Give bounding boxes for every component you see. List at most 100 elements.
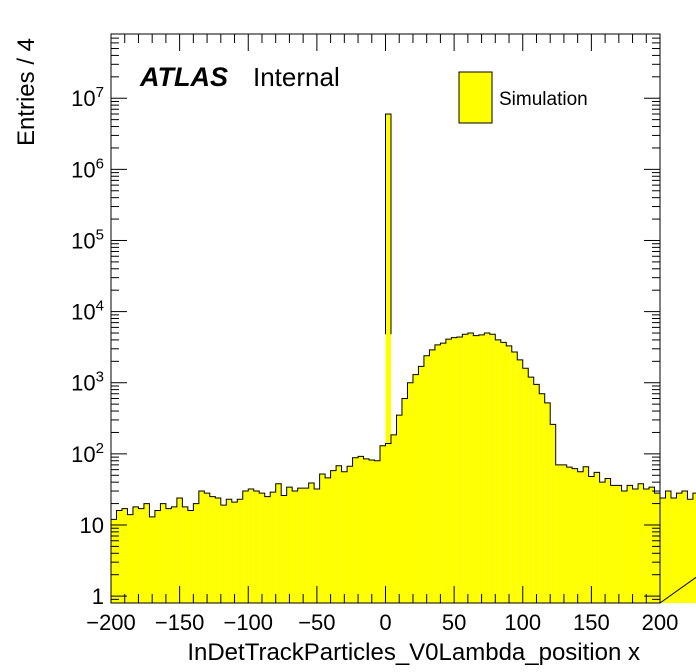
histogram-bar [517,359,523,603]
histogram-bar [193,503,199,603]
histogram-bar [390,434,397,603]
histogram-bar [341,471,348,603]
histogram-bar [660,497,666,603]
histogram-bar [160,503,166,603]
histogram-bar [511,352,518,603]
histogram-bar [539,393,545,603]
histogram-bar [681,491,688,603]
histogram-bar [495,339,501,603]
histogram-bar [566,467,573,603]
atlas-label: ATLAS [139,62,228,92]
histogram-bar [374,460,381,603]
y-tick-labels: 1 10 102 103 104 105 106 107 [71,84,104,609]
histogram-bar [209,496,216,603]
histogram-bar [347,466,353,603]
x-tick-label: 100 [504,610,541,635]
histogram-bar-spike [385,114,391,604]
histogram-bar [577,471,584,603]
histogram-bar [226,499,232,603]
histogram-bar [484,333,490,603]
y-axis-title: Entries / 4 [13,38,40,146]
legend-swatch [458,71,493,124]
x-tick-label: −100 [223,610,273,635]
x-tick-labels: −200 −150 −100 −50 0 50 100 150 200 [86,610,678,635]
histogram-bar [462,334,468,603]
histogram-bar [286,487,293,603]
histogram-bar [319,474,326,603]
histogram-bar [610,485,617,603]
histogram-bar [336,465,342,603]
histogram-spike-outline [385,113,392,335]
histogram-bar [231,502,238,603]
histogram-bar [121,508,128,603]
histogram-bar [198,491,205,603]
histogram-bar [220,505,227,603]
y-tick-label: 1 [92,584,104,609]
histogram-bar [670,497,677,603]
x-tick-label: 50 [442,610,466,635]
histogram-bar [281,495,287,603]
x-tick-label: −200 [86,610,136,635]
histogram-bar [599,482,606,603]
histogram-bar [127,514,133,603]
histogram-bar [165,508,172,603]
histogram-bar [111,519,117,603]
histogram-bar [325,477,331,603]
histogram-bar [561,464,567,603]
x-tick-label: 200 [642,610,679,635]
histogram-bar [270,492,276,603]
histogram-bar [632,489,639,603]
histogram-bar [259,493,265,603]
histogram-bar [555,464,562,603]
histogram-outline [110,332,696,604]
y-tick-label: 107 [71,84,104,111]
histogram-bar [456,336,463,603]
histogram-bar [248,489,254,603]
histogram-bar [506,345,512,603]
histogram-bar [215,497,221,603]
histogram-bar [138,508,144,603]
histogram-bar [154,510,161,603]
y-tick-label: 103 [71,369,104,396]
y-tick-label: 106 [71,155,104,182]
histogram-bar [478,334,485,603]
histogram-bar [522,368,529,603]
histogram-bar [182,506,188,603]
histogram-bar [489,334,496,603]
histogram-bar [434,344,441,603]
histogram-bar [473,335,479,603]
x-tick-label: 150 [573,610,610,635]
histogram-bar [638,483,644,603]
histogram-bar [149,516,155,603]
histogram-bar [544,402,551,603]
histogram-bar [407,382,413,603]
histogram-bar [429,349,435,603]
histogram-bar [451,337,457,603]
y-tick-label: 102 [71,440,104,467]
histogram-bar [616,485,622,603]
histogram-bar [253,491,260,603]
histogram-bar [528,377,534,603]
legend-entry-simulation: Simulation [499,89,588,110]
histogram-bar [275,483,282,603]
legend: Simulation [458,71,588,124]
histogram-bar [330,470,337,603]
histogram-bar [500,342,507,603]
histogram-bar [643,489,650,603]
histogram-bar [687,499,693,603]
histogram-bar [204,493,210,603]
histogram-bar [550,424,556,603]
y-tick-label: 104 [71,298,104,325]
histogram-bar [292,491,298,603]
histogram-bar [363,458,370,603]
histogram-bar [654,493,660,603]
histogram-bar [423,355,430,603]
histogram-bar [533,384,540,603]
histogram-bar [396,415,402,603]
histogram-bar [242,491,249,603]
histogram-bar [649,487,655,603]
x-axis-title: InDetTrackParticles_V0Lambda_position x [187,639,640,666]
histogram-bar [308,482,315,603]
histogram-bar [467,333,474,603]
